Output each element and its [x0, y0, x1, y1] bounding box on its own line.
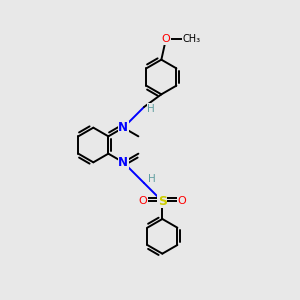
Text: S: S: [158, 195, 167, 208]
Text: H: H: [148, 104, 155, 114]
Text: N: N: [118, 156, 128, 169]
Text: N: N: [118, 121, 128, 134]
Text: O: O: [177, 196, 186, 206]
Text: O: O: [139, 196, 147, 206]
Text: O: O: [161, 34, 170, 44]
Text: H: H: [148, 174, 156, 184]
Text: CH₃: CH₃: [183, 34, 201, 44]
